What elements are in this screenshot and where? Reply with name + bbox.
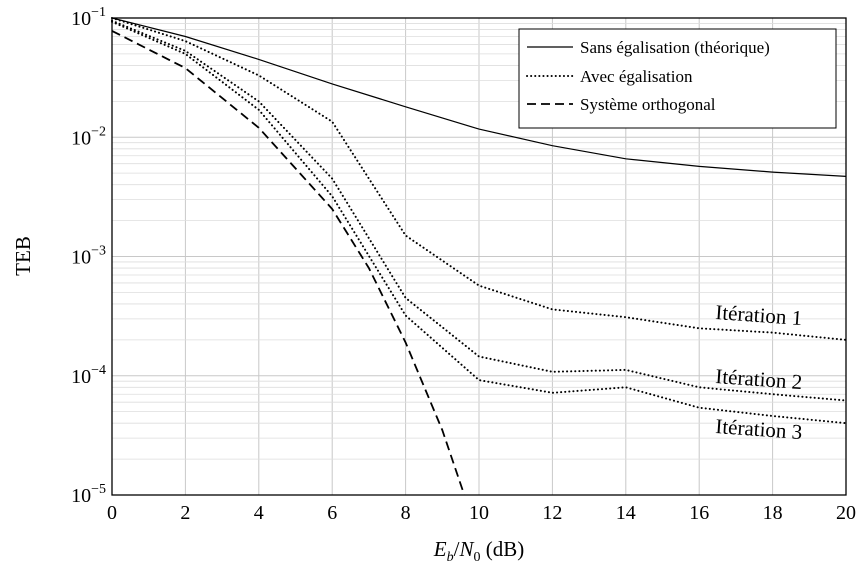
y-tick-label: 10−2 bbox=[71, 124, 106, 149]
y-tick-label: 10−1 bbox=[71, 5, 106, 30]
x-tick-label: 14 bbox=[616, 502, 636, 524]
legend-label-avec-egalisation: Avec égalisation bbox=[580, 67, 693, 86]
plot-frame bbox=[111, 17, 847, 496]
x-axis-label: Eb/N0 (dB) bbox=[433, 537, 524, 565]
x-tick-label: 20 bbox=[836, 502, 856, 524]
x-tick-labels: 0 2 4 6 8 10 12 14 16 18 20 bbox=[107, 502, 856, 524]
y-tick-label: 10−5 bbox=[71, 482, 106, 507]
x-tick-label: 6 bbox=[327, 502, 337, 524]
series-line-0 bbox=[111, 17, 847, 177]
legend-label-systeme-orthogonal: Système orthogonal bbox=[580, 95, 716, 114]
x-tick-label: 8 bbox=[401, 502, 411, 524]
series-line-2 bbox=[111, 19, 847, 402]
y-tick-labels: 10−1 10−2 10−3 10−4 10−5 bbox=[71, 5, 106, 507]
annotation-iteration-1: Itération 1 bbox=[715, 300, 803, 330]
x-tick-label: 2 bbox=[180, 502, 190, 524]
x-tick-label: 4 bbox=[254, 502, 264, 524]
series-layer bbox=[111, 17, 847, 496]
x-tick-label: 18 bbox=[763, 502, 783, 524]
series-line-1 bbox=[111, 17, 847, 341]
y-axis-label: TEB bbox=[11, 236, 35, 276]
x-tick-label: 0 bbox=[107, 502, 117, 524]
x-tick-label: 12 bbox=[542, 502, 562, 524]
y-tick-label: 10−3 bbox=[71, 244, 106, 269]
y-tick-label: 10−4 bbox=[71, 363, 106, 388]
x-tick-label: 16 bbox=[689, 502, 709, 524]
annotation-iteration-3: Itération 3 bbox=[715, 414, 803, 444]
annotation-iteration-2: Itération 2 bbox=[715, 364, 803, 394]
x-tick-label: 10 bbox=[469, 502, 489, 524]
legend-box bbox=[518, 28, 837, 129]
series-line-4 bbox=[111, 30, 466, 496]
legend-label-sans-egalisation: Sans égalisation (théorique) bbox=[580, 38, 770, 57]
legend: Sans égalisation (théorique) Avec égalis… bbox=[518, 28, 837, 129]
